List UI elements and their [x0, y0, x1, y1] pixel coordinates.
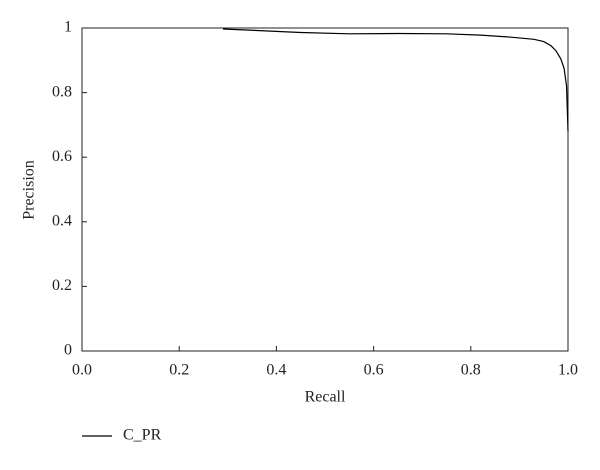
y-tick-label: 0.2	[52, 277, 72, 294]
line-series	[222, 28, 569, 132]
x-tick-label: 0.4	[266, 362, 286, 379]
x-tick-label: 0.8	[461, 362, 481, 379]
y-tick-label: 0.8	[52, 83, 72, 100]
y-tick-label: 0.4	[52, 212, 72, 229]
x-tick-label: 1.0	[558, 362, 578, 379]
x-tick-label: 0.6	[364, 362, 384, 379]
x-axis-label: Recall	[305, 389, 346, 406]
plot-frame	[81, 27, 569, 352]
x-tick-label: 0.0	[72, 362, 92, 379]
y-axis-label: Precision	[21, 160, 38, 220]
y-tick-label: 1	[64, 19, 72, 36]
x-tick-label: 0.2	[169, 362, 189, 379]
y-tick-label: 0	[64, 342, 72, 359]
legend-label: C_PR	[123, 427, 162, 444]
y-tick-label: 0.6	[52, 148, 72, 165]
